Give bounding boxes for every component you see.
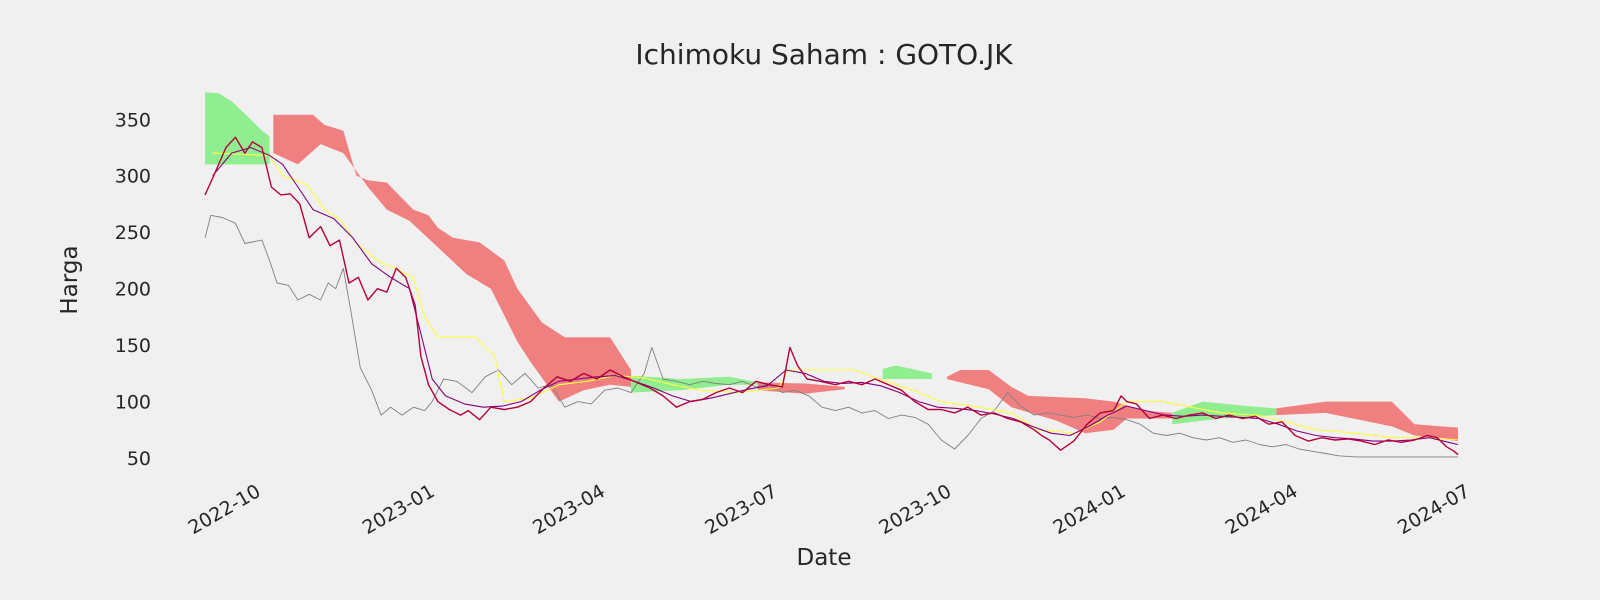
ichimoku-lines (204, 136, 1459, 458)
bullish-cloud-segment (205, 92, 270, 165)
x-tick-label: 2023-07 (701, 480, 781, 539)
x-tick-label: 2024-04 (1222, 480, 1302, 539)
y-tick-label: 350 (115, 109, 151, 131)
y-tick-label: 150 (115, 335, 151, 357)
x-tick-label: 2023-10 (875, 480, 955, 539)
chikou-span-line (204, 214, 1458, 458)
bullish-cloud-segment (631, 375, 758, 393)
bullish-cloud-segment (882, 365, 932, 379)
x-axis-ticks: 2022-10 2023-01 2023-04 2023-07 2023-10 2024-… (185, 480, 1474, 539)
ichimoku-cloud (205, 92, 1458, 442)
tenkan-sen-line (212, 146, 1459, 446)
y-tick-label: 250 (115, 222, 151, 244)
y-axis-label: Harga (57, 245, 83, 314)
x-tick-label: 2023-01 (359, 480, 439, 539)
x-axis-label: Date (797, 545, 852, 571)
kijun-sen-line (212, 152, 1459, 441)
chart-title: Ichimoku Saham : GOTO.JK (635, 38, 1013, 71)
x-tick-label: 2023-04 (529, 480, 609, 539)
y-axis-ticks: 50 100 150 200 250 300 350 (115, 109, 151, 470)
x-tick-label: 2024-01 (1050, 480, 1130, 539)
y-tick-label: 200 (115, 279, 151, 301)
y-tick-label: 300 (115, 166, 151, 188)
bearish-cloud-segment (273, 114, 631, 402)
y-tick-label: 100 (115, 392, 151, 414)
x-tick-label: 2024-07 (1394, 480, 1474, 539)
x-tick-label: 2022-10 (185, 480, 265, 539)
bearish-cloud-segment (1276, 401, 1458, 442)
close-line (204, 136, 1459, 456)
y-tick-label: 50 (127, 448, 151, 470)
